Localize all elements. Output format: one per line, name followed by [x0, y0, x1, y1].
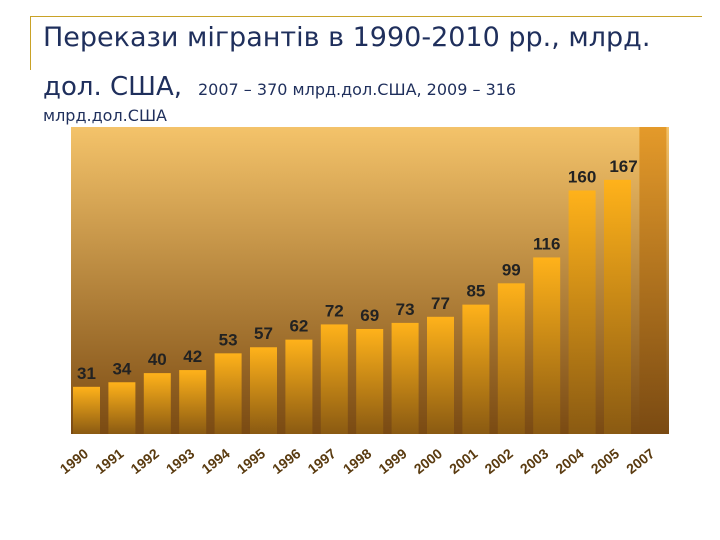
x-tick-label-2004: 2004: [552, 445, 587, 477]
x-tick-label-2007: 2007: [623, 445, 658, 477]
data-label-1993: 42: [183, 347, 202, 366]
x-tick-label-2002: 2002: [482, 445, 517, 477]
bar-1994: [214, 353, 242, 434]
chart-title-note-line3: млрд.дол.США: [43, 106, 167, 125]
bar-2007: [639, 127, 667, 434]
x-tick-label-2000: 2000: [411, 445, 446, 477]
chart-title-line2: дол. США,: [43, 72, 183, 102]
bar-1992: [143, 373, 171, 434]
bar-2002: [497, 283, 525, 434]
x-tick-label-1996: 1996: [269, 445, 304, 477]
data-label-1999: 73: [396, 300, 415, 319]
bar-1995: [250, 347, 277, 434]
bar-1991: [108, 382, 136, 434]
bar-1999: [391, 322, 419, 434]
x-tick-label-2001: 2001: [446, 445, 481, 477]
data-label-2003: 116: [533, 234, 560, 253]
data-label-1995: 57: [254, 324, 273, 343]
x-tick-label-1993: 1993: [163, 445, 198, 477]
x-tick-label-2005: 2005: [588, 445, 623, 477]
bar-1993: [179, 370, 207, 434]
x-tick-label-1999: 1999: [375, 445, 410, 477]
bar-2004: [568, 190, 596, 434]
x-tick-label-1997: 1997: [305, 445, 340, 477]
x-tick-label-1995: 1995: [234, 445, 269, 477]
data-label-1991: 34: [112, 359, 131, 378]
data-label-1994: 53: [219, 330, 238, 349]
x-tick-label-1991: 1991: [92, 445, 127, 477]
data-label-1990: 31: [77, 364, 96, 383]
bar-1998: [356, 328, 384, 434]
x-tick-label-1994: 1994: [198, 445, 233, 477]
title-frame-left: [30, 16, 31, 70]
title-frame-top: [30, 16, 702, 17]
chart-title-note: 2007 – 370 млрд.дол.США, 2009 – 316: [198, 80, 517, 99]
bar-1990: [73, 386, 100, 434]
x-tick-label-1990: 1990: [57, 445, 92, 477]
bar-2000: [427, 316, 454, 434]
data-label-1997: 72: [325, 301, 344, 320]
data-label-1996: 62: [289, 317, 308, 336]
bar-1997: [320, 324, 348, 434]
bar-1996: [285, 339, 313, 434]
data-label-1998: 69: [360, 306, 379, 325]
data-label-2002: 99: [502, 260, 521, 279]
chart-title: Перекази мігрантів в 1990-2010 рр., млрд…: [43, 22, 651, 53]
x-tick-label-1992: 1992: [128, 445, 163, 477]
data-label-2005: 167: [609, 157, 637, 176]
data-label-2001: 85: [466, 282, 485, 301]
x-tick-label-1998: 1998: [340, 445, 375, 477]
data-label-1992: 40: [148, 350, 167, 369]
data-label-2004: 160: [568, 167, 596, 186]
x-tick-label-2003: 2003: [517, 445, 552, 477]
bar-2005: [604, 179, 631, 434]
bar-2001: [462, 304, 490, 434]
bar-2003: [533, 257, 561, 434]
data-label-2000: 77: [431, 294, 450, 313]
